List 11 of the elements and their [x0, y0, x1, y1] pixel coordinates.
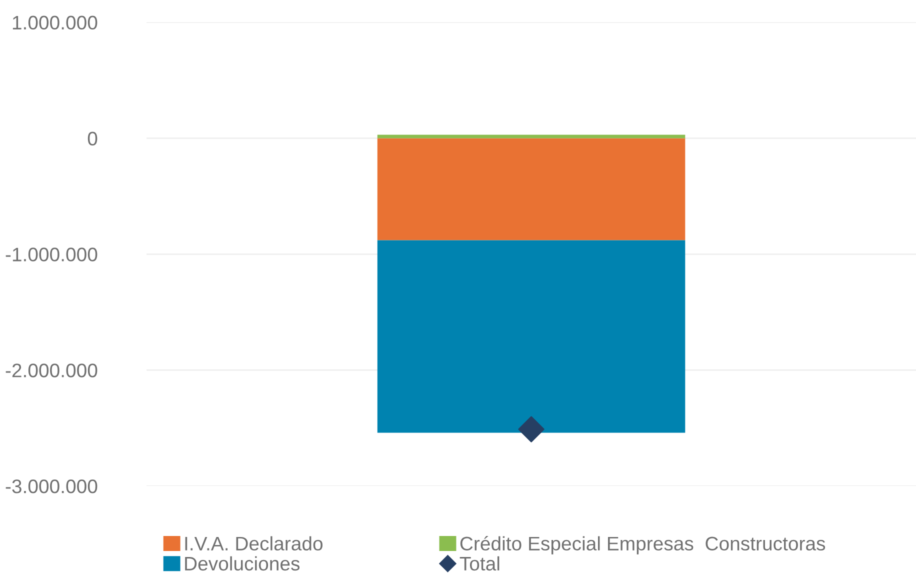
legend-label: Devoluciones [185, 556, 300, 571]
y-tick-label: -2.000.000 [6, 364, 98, 378]
y-tick-label: -3.000.000 [6, 480, 98, 494]
legend-label: Total [460, 556, 500, 571]
legend-label: I.V.A. Declarado [185, 536, 322, 551]
y-tick-label: -1.000.000 [6, 248, 98, 262]
bar [377, 138, 686, 240]
y-tick-label: 1.000.000 [12, 16, 98, 30]
legend-label: Crédito Especial Empresas Constructoras [460, 536, 826, 554]
bar [377, 240, 686, 433]
y-tick-label: 0 [88, 132, 98, 146]
